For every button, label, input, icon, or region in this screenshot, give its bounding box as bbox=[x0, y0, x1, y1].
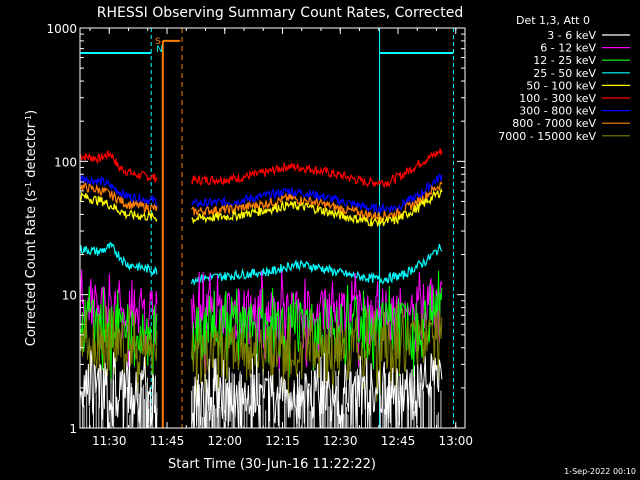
series-trace-1 bbox=[79, 269, 443, 375]
x-tick-label: 12:15 bbox=[265, 434, 300, 448]
series-line-8-seg-1 bbox=[191, 304, 443, 409]
series-line-7-seg-0 bbox=[79, 182, 158, 214]
series-line-1-seg-1 bbox=[191, 270, 443, 375]
x-axis-ticks: 11:30 11:45 12:00 12:15 12:30 12:45 13:00 bbox=[89, 28, 473, 448]
x-tick-label: 12:30 bbox=[323, 434, 358, 448]
legend-label: 6 - 12 keV bbox=[540, 42, 596, 55]
plot-area: SN bbox=[79, 28, 454, 430]
y-tick-label: 10 bbox=[62, 289, 77, 303]
x-axis-label: Start Time (30-Jun-16 11:22:22) bbox=[168, 457, 376, 472]
x-tick-label: 12:45 bbox=[381, 434, 416, 448]
x-tick-label: 11:45 bbox=[150, 434, 185, 448]
legend-label: 800 - 7000 keV bbox=[512, 117, 596, 130]
series-trace-4 bbox=[79, 187, 443, 227]
series-trace-8 bbox=[79, 304, 443, 409]
series-trace-3 bbox=[79, 241, 443, 286]
series-line-4-seg-1 bbox=[191, 187, 443, 227]
series-line-1-seg-0 bbox=[79, 269, 158, 367]
y-axis-label-sup1: -1 bbox=[24, 182, 33, 190]
y-tick-label: 100 bbox=[54, 155, 77, 169]
series-floor-spikes bbox=[82, 368, 442, 428]
legend-label: 7000 - 15000 keV bbox=[498, 130, 596, 143]
legend-label: 300 - 800 keV bbox=[519, 105, 596, 118]
series-line-3-seg-0 bbox=[79, 241, 158, 276]
series-line-4-seg-0 bbox=[79, 191, 158, 223]
series-line-5-seg-0 bbox=[79, 150, 158, 183]
plot-frame bbox=[79, 27, 466, 429]
saa-s-marker: S bbox=[155, 37, 161, 47]
series-trace-5 bbox=[79, 148, 443, 189]
y-axis-label-main: Corrected Count Rate (s bbox=[24, 190, 39, 347]
x-tick-label: 11:30 bbox=[92, 434, 127, 448]
series-line-6-seg-0 bbox=[79, 174, 158, 208]
x-tick-label: 12:00 bbox=[207, 434, 242, 448]
x-tick-label: 13:00 bbox=[438, 434, 473, 448]
saa-n-marker: N bbox=[156, 45, 163, 55]
series-line-8-seg-0 bbox=[79, 304, 158, 397]
series-line-0-seg-0 bbox=[79, 350, 158, 430]
series-line-3-seg-1 bbox=[191, 243, 443, 286]
legend-header: Det 1,3, Att 0 bbox=[516, 14, 590, 27]
y-tick-label: 1 bbox=[69, 422, 77, 436]
footer-timestamp: 1-Sep-2022 00:10 bbox=[564, 467, 636, 476]
legend-label: 3 - 6 keV bbox=[547, 29, 596, 42]
chart-title: RHESSI Observing Summary Count Rates, Co… bbox=[97, 5, 463, 21]
legend-label: 100 - 300 keV bbox=[519, 92, 596, 105]
y-axis-label-sup2: -1 bbox=[24, 115, 33, 123]
legend-label: 25 - 50 keV bbox=[533, 67, 596, 80]
series-line-5-seg-1 bbox=[191, 148, 443, 189]
y-axis-label: Corrected Count Rate (s-1 detector-1) bbox=[24, 110, 40, 346]
y-axis-label-end: ) bbox=[24, 110, 39, 115]
legend-label: 50 - 100 keV bbox=[526, 79, 596, 92]
y-axis-label-mid: detector bbox=[24, 122, 39, 182]
y-axis-ticks: 1 10 100 1000 bbox=[46, 22, 465, 436]
legend-label: 12 - 25 keV bbox=[533, 54, 596, 67]
y-tick-label: 1000 bbox=[46, 22, 77, 36]
